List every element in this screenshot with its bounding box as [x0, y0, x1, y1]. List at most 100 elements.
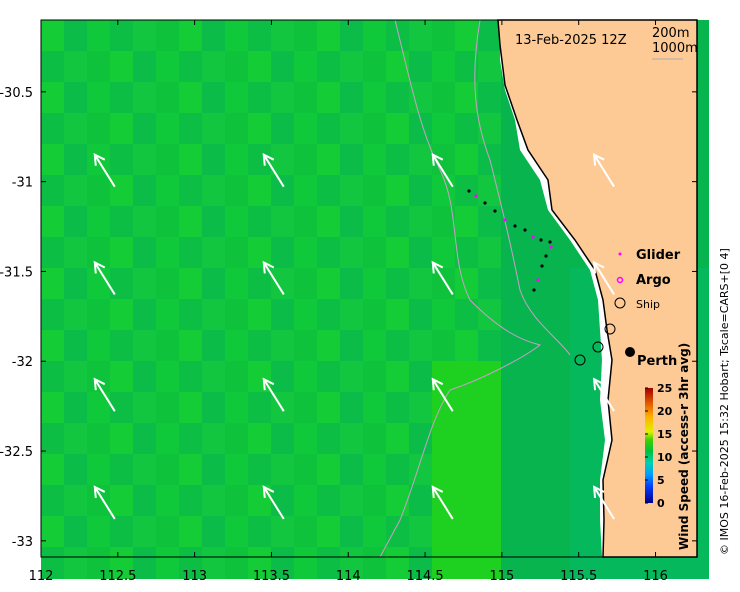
wind-cell [294, 299, 318, 331]
wind-cell [547, 516, 571, 548]
wind-cell [570, 268, 594, 300]
wind-cell [225, 51, 249, 83]
wind-cell [570, 299, 594, 331]
wind-cell [294, 175, 318, 207]
wind-cell [363, 392, 387, 424]
ship-marker [574, 354, 586, 366]
wind-cell [156, 361, 180, 393]
wind-cell [110, 237, 134, 269]
wind-cell [294, 268, 318, 300]
colorbar-tick-label: 10 [657, 451, 673, 464]
wind-cell [179, 206, 203, 238]
wind-cell [317, 175, 341, 207]
wind-cell [524, 206, 548, 238]
wind-cell [133, 423, 157, 455]
x-tick-label: 113.5 [253, 569, 290, 584]
wind-cell [340, 299, 364, 331]
wind-cell [156, 547, 180, 579]
wind-cell [386, 82, 410, 114]
wind-cell [363, 268, 387, 300]
wind-cell [432, 361, 456, 393]
wind-cell [478, 206, 502, 238]
wind-cell [386, 547, 410, 579]
wind-cell [110, 330, 134, 362]
wind-cell [202, 175, 226, 207]
wind-cell [386, 454, 410, 486]
wind-cell [570, 485, 594, 517]
wind-cell [202, 51, 226, 83]
glider-point [536, 278, 540, 282]
wind-cell [432, 20, 456, 52]
wind-cell [570, 361, 594, 393]
wind-cell [64, 82, 88, 114]
wind-cell [179, 20, 203, 52]
wind-cell [294, 516, 318, 548]
wind-cell [409, 330, 433, 362]
wind-cell [87, 454, 111, 486]
wind-cell [294, 113, 318, 145]
wind-cell [156, 175, 180, 207]
wind-cell [41, 82, 65, 114]
wind-cell [363, 485, 387, 517]
wind-cell [225, 144, 249, 176]
wind-cell [317, 237, 341, 269]
wind-cell [432, 113, 456, 145]
wind-cell [179, 485, 203, 517]
wind-cell [248, 113, 272, 145]
wind-cell [41, 175, 65, 207]
y-tick-label: -32.5 [0, 445, 33, 460]
wind-cell [156, 237, 180, 269]
wind-cell [202, 20, 226, 52]
wind-cell [202, 206, 226, 238]
wind-cell [317, 423, 341, 455]
wind-cell [133, 51, 157, 83]
wind-arrows [93, 153, 615, 520]
wind-cell [179, 268, 203, 300]
wind-cell [248, 206, 272, 238]
wind-cell [432, 299, 456, 331]
wind-cell [570, 454, 594, 486]
wind-cell [179, 51, 203, 83]
ship-legend-icon [614, 297, 626, 309]
wind-cell [570, 547, 594, 579]
wind-cell [340, 237, 364, 269]
ship-track [467, 189, 616, 366]
wind-cell [501, 454, 525, 486]
wind-cell [455, 330, 479, 362]
wind-cell [271, 113, 295, 145]
wind-cell [110, 268, 134, 300]
wind-cell [386, 113, 410, 145]
x-tick-label: 114 [336, 569, 361, 584]
wind-cell [41, 113, 65, 145]
wind-arrow [431, 260, 454, 295]
wind-cell [363, 82, 387, 114]
wind-cell [271, 330, 295, 362]
wind-cell [133, 268, 157, 300]
wind-cell [386, 175, 410, 207]
wind-cell [432, 82, 456, 114]
wind-cell [179, 423, 203, 455]
wind-cell [133, 516, 157, 548]
colorbar-tick-label: 25 [657, 382, 672, 395]
wind-cell [41, 237, 65, 269]
glider-point [549, 245, 553, 249]
wind-cell [317, 361, 341, 393]
wind-cell [570, 423, 594, 455]
wind-cell [64, 268, 88, 300]
wind-cell [156, 82, 180, 114]
wind-cell [248, 392, 272, 424]
wind-arrow [93, 260, 116, 295]
wind-cell [409, 144, 433, 176]
wind-cell [179, 516, 203, 548]
wind-arrow [262, 260, 285, 295]
wind-cell [317, 330, 341, 362]
wind-cell [271, 82, 295, 114]
wind-cell [87, 485, 111, 517]
wind-cell [271, 299, 295, 331]
wind-cell [501, 392, 525, 424]
wind-cell [386, 361, 410, 393]
wind-cell [570, 516, 594, 548]
argo-legend-label: Argo [636, 273, 671, 288]
wind-cell [271, 485, 295, 517]
